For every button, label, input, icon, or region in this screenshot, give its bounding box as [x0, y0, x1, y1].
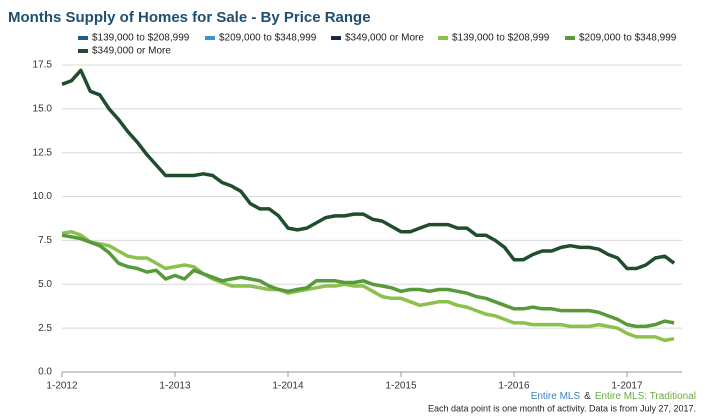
y-tick-label: 12.5 [33, 147, 53, 158]
footnote: Each data point is one month of activity… [428, 403, 696, 413]
legend-label: $139,000 to $208,999 [92, 33, 190, 44]
x-tick-label: 1-2014 [272, 381, 304, 392]
legend-label: $209,000 to $348,999 [579, 33, 677, 44]
chart-title: Months Supply of Homes for Sale - By Pri… [8, 9, 371, 26]
data-line [61, 233, 675, 329]
legend-label: $139,000 to $208,999 [452, 33, 550, 44]
x-tick-label: 1-2013 [159, 381, 191, 392]
data-line [61, 229, 675, 343]
x-tick-label: 1-2016 [498, 381, 530, 392]
y-tick-label: 0.0 [38, 367, 52, 378]
legend-swatch [565, 36, 575, 40]
y-tick-label: 15.0 [33, 103, 53, 114]
legend-swatch [78, 36, 88, 40]
source-label: Entire MLS [531, 391, 581, 402]
y-tick-label: 2.5 [38, 323, 52, 334]
source-label: Entire MLS: Traditional [595, 391, 696, 402]
y-tick-label: 7.5 [38, 235, 52, 246]
y-tick-label: 10.0 [33, 191, 53, 202]
source-legend: Entire MLS & Entire MLS: Traditional [531, 391, 696, 402]
legend-swatch [331, 36, 341, 40]
x-tick-label: 1-2015 [385, 381, 417, 392]
legend-swatch [78, 49, 88, 53]
legend-label: $349,000 or More [92, 46, 171, 57]
legend-swatch [205, 36, 215, 40]
legend-label: $349,000 or More [345, 33, 424, 44]
y-tick-label: 17.5 [33, 60, 53, 71]
x-tick-label: 1-2012 [46, 381, 78, 392]
data-line [61, 68, 676, 271]
legend-swatch [438, 36, 448, 40]
y-tick-label: 5.0 [38, 279, 52, 290]
x-tick-label: 1-2017 [611, 381, 643, 392]
source-label: & [584, 391, 591, 402]
legend-label: $209,000 to $348,999 [219, 33, 317, 44]
